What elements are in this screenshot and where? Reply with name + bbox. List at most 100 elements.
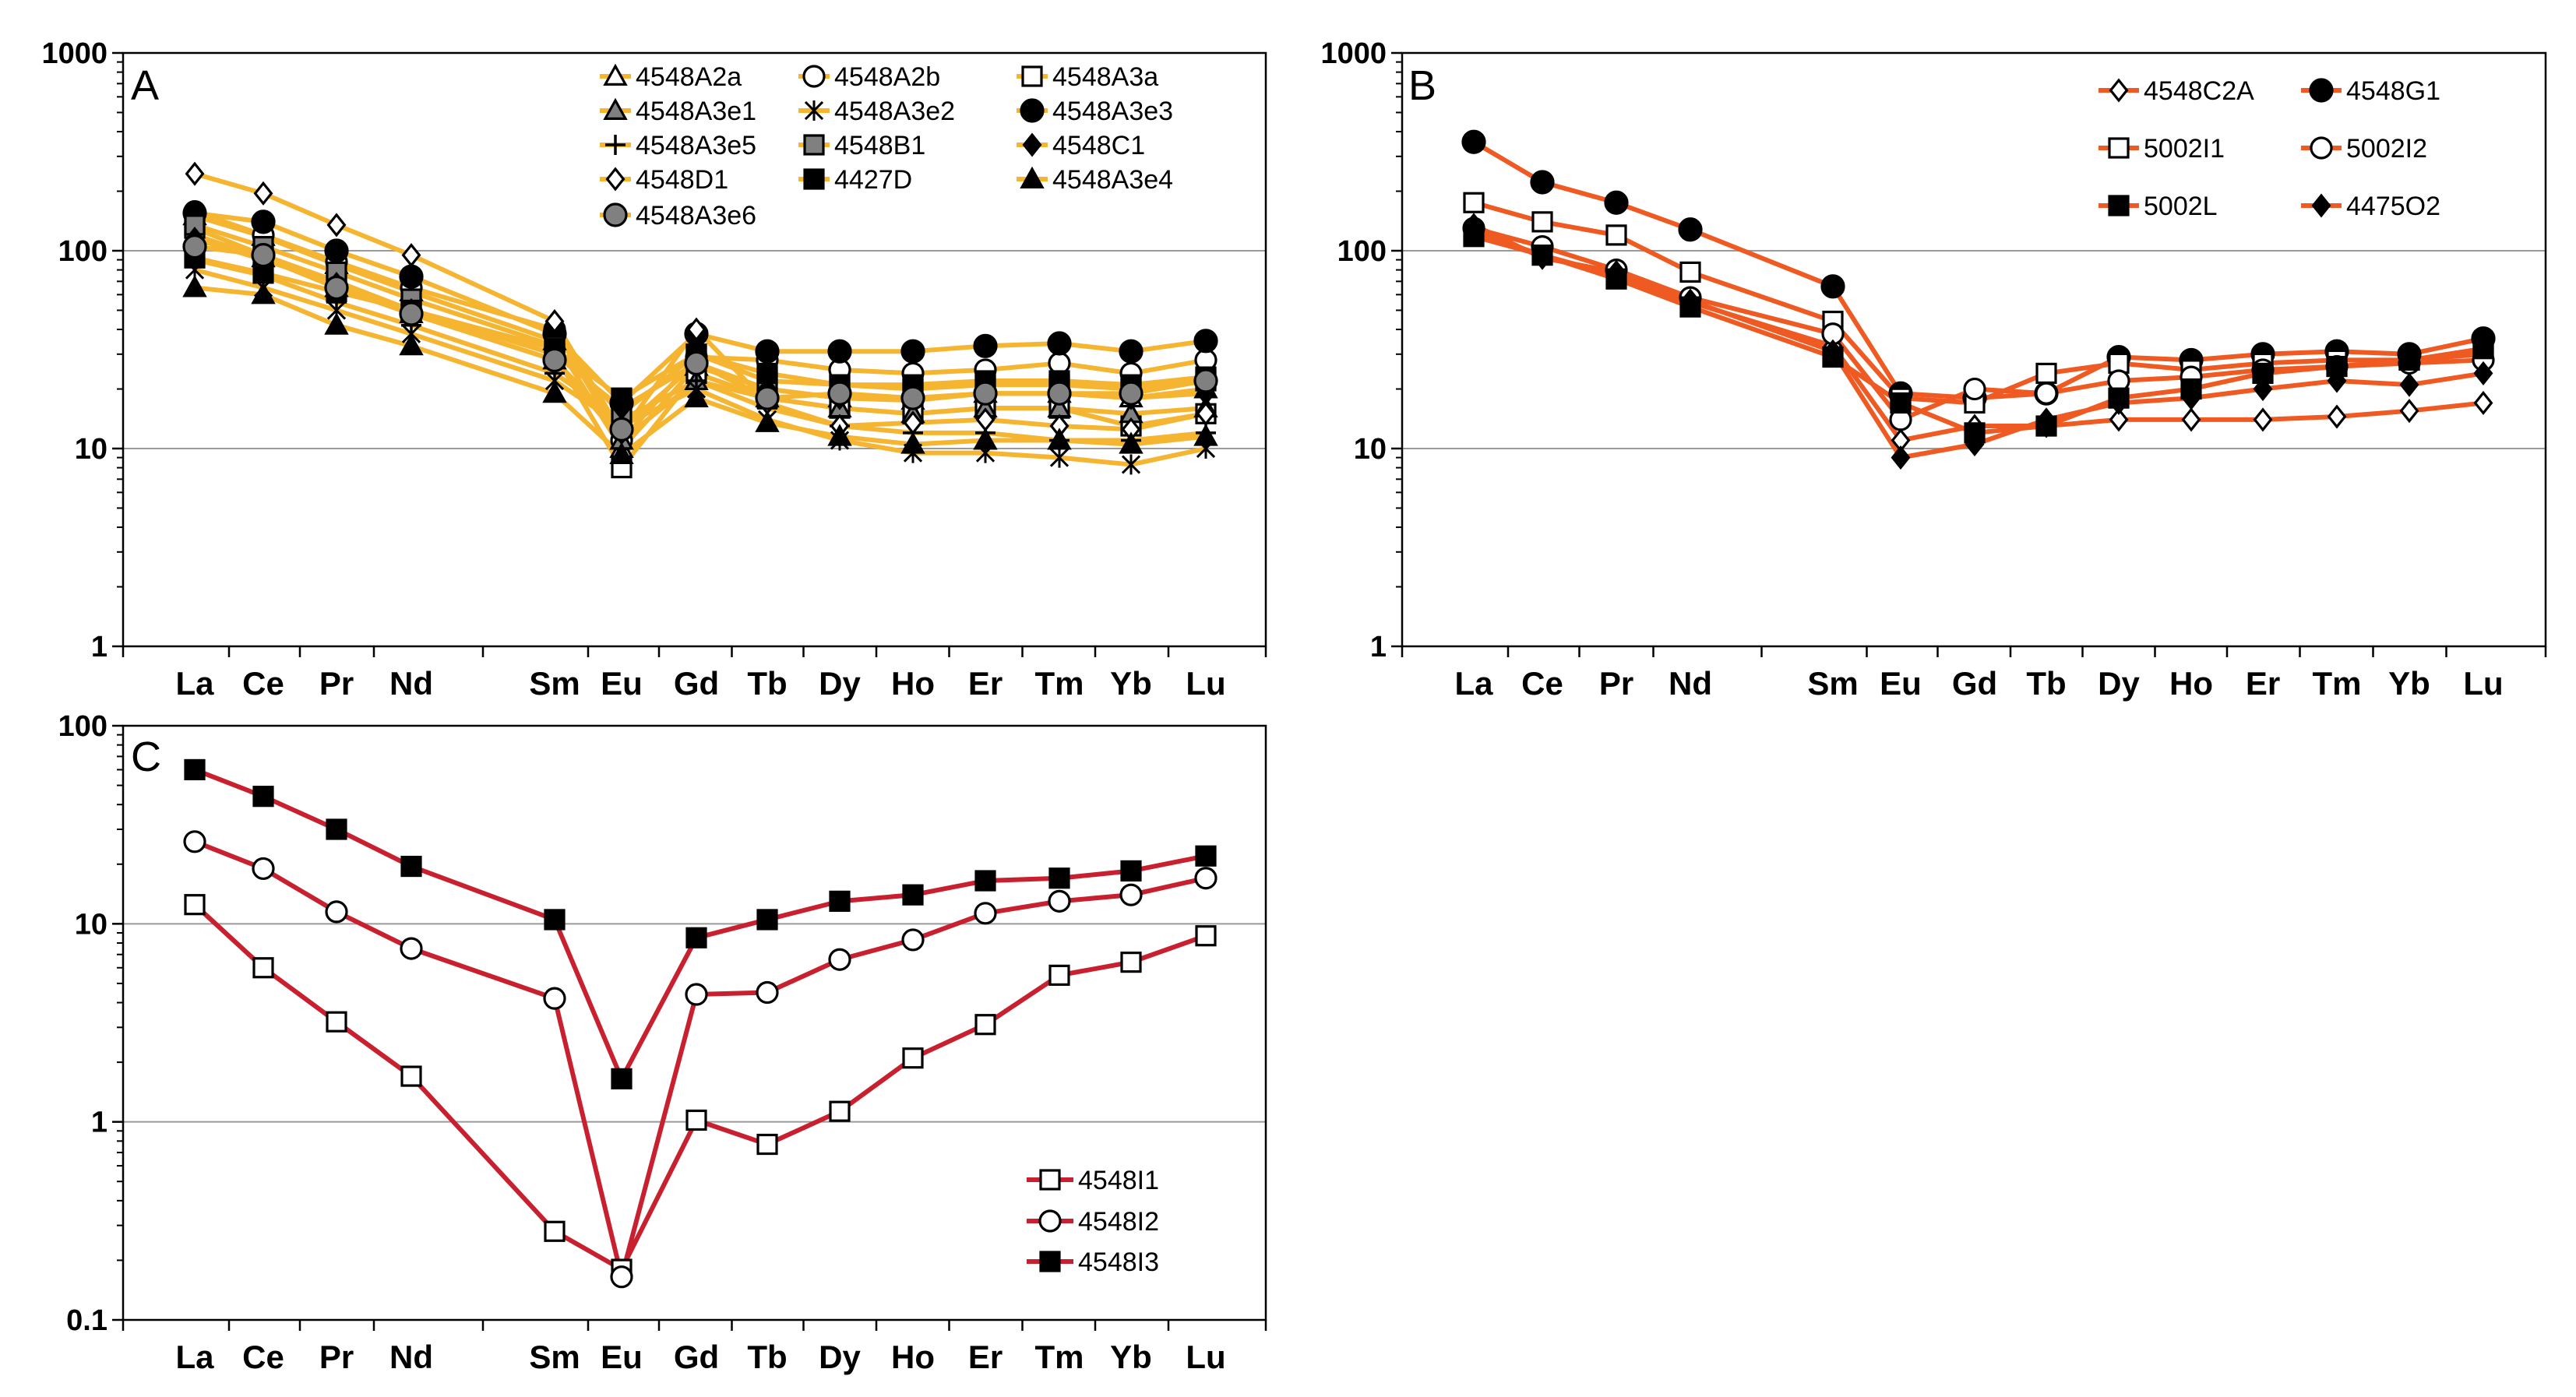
panel-a: 1 10 100 1000 La Ce Pr Nd Sm Eu Gd Tb Dy Ho Er Tm Yb Lu A 4… xyxy=(41,37,1267,702)
y-tick-label: 100 xyxy=(1337,235,1387,268)
data-point xyxy=(829,890,851,912)
series-line xyxy=(193,839,1207,1279)
x-tick-label: Dy xyxy=(2098,665,2140,702)
legend-label: 4548G1 xyxy=(2346,76,2440,106)
data-point xyxy=(544,309,565,334)
x-tick-label: Ce xyxy=(242,1339,284,1375)
data-point xyxy=(324,312,349,335)
x-tick-label: Ho xyxy=(891,1339,935,1375)
data-point xyxy=(2327,368,2347,393)
x-tick-label: Nd xyxy=(389,665,433,702)
series-line xyxy=(194,171,1207,435)
legend-marker xyxy=(802,65,826,88)
x-tick-label: Er xyxy=(968,1339,1003,1375)
y-tick-label: 0.1 xyxy=(66,1304,107,1337)
data-point xyxy=(1194,867,1218,890)
x-tick-label: Dy xyxy=(819,665,861,702)
x-tick-label: Tb xyxy=(2026,665,2066,702)
data-point xyxy=(1119,431,1144,454)
series-line xyxy=(1473,200,2484,406)
data-point xyxy=(252,857,275,881)
y-tick-label: 1000 xyxy=(1320,37,1387,70)
y-tick-label: 100 xyxy=(58,235,107,268)
data-point xyxy=(325,900,348,924)
legend-label: 4548A3a xyxy=(1052,62,1158,92)
y-tick-label: 1 xyxy=(91,1107,107,1139)
data-point xyxy=(1890,392,1912,414)
legend-label: 5002L xyxy=(2144,192,2218,221)
x-tick-label: La xyxy=(175,1339,214,1375)
data-point xyxy=(2036,407,2056,432)
series-markers xyxy=(184,758,1217,1089)
y-tick-label: 1 xyxy=(91,631,107,663)
x-tick-label: Nd xyxy=(389,1339,433,1375)
data-point xyxy=(1047,331,1072,356)
y-tick-label: 10 xyxy=(1354,433,1387,466)
data-point xyxy=(900,431,925,454)
data-point xyxy=(1531,211,1553,233)
data-point xyxy=(1464,213,1484,238)
x-tick-label: Ce xyxy=(1521,665,1563,702)
data-point xyxy=(1120,860,1142,881)
data-point xyxy=(326,818,347,840)
legend-marker xyxy=(605,167,625,192)
data-point xyxy=(755,385,780,410)
legend-label: 4548A3e3 xyxy=(1052,97,1173,126)
x-tick-label: Tm xyxy=(2313,665,2362,702)
data-point xyxy=(2398,349,2420,371)
data-point xyxy=(542,380,567,403)
legend-marker xyxy=(2109,78,2129,103)
legend-marker xyxy=(1022,132,1042,157)
y-tick-label: 1 xyxy=(1370,631,1387,663)
data-point xyxy=(827,424,852,446)
data-point xyxy=(974,1014,996,1036)
legend-marker xyxy=(2108,137,2130,159)
data-point xyxy=(400,937,423,960)
data-point xyxy=(326,1011,347,1033)
plot-frame xyxy=(122,51,1267,648)
x-tick-label: Gd xyxy=(674,665,719,702)
data-point xyxy=(1195,845,1217,867)
x-tick-label: Ho xyxy=(891,665,935,702)
data-point xyxy=(756,909,778,931)
plot-frame xyxy=(122,724,1267,1321)
data-point xyxy=(542,347,567,373)
data-point xyxy=(756,362,778,385)
data-point xyxy=(251,209,276,234)
legend: 4548A2a 4548A2b 4548A3a 4548A3e1 4548A3e2 454… xyxy=(600,62,1173,230)
data-point xyxy=(1048,964,1070,986)
legend-label: 4548A3e5 xyxy=(636,131,756,160)
x-tick-label: Eu xyxy=(601,1339,643,1375)
data-point xyxy=(609,442,634,465)
x-tick-label: Tm xyxy=(1035,665,1084,702)
series-markers xyxy=(182,275,1218,465)
legend-marker xyxy=(1039,1251,1061,1272)
data-point xyxy=(973,428,998,450)
x-tick-label: Eu xyxy=(601,665,643,702)
legend-label: 4475O2 xyxy=(2346,192,2440,221)
data-point xyxy=(1823,339,1843,364)
y-tick-label: 1000 xyxy=(41,37,107,70)
y-tick-label: 10 xyxy=(75,433,107,466)
x-tick-label: La xyxy=(1454,665,1493,702)
legend: 4548I1 4548I2 4548I3 xyxy=(1027,1166,1159,1277)
data-point xyxy=(1679,261,1701,283)
data-point xyxy=(182,275,207,297)
data-point xyxy=(1119,339,1144,364)
data-point xyxy=(399,301,424,326)
data-point xyxy=(611,387,633,409)
x-tick-label: Gd xyxy=(1952,665,1997,702)
data-point xyxy=(1121,454,1141,475)
data-point xyxy=(185,161,205,186)
data-point xyxy=(1963,377,1986,401)
data-point xyxy=(324,238,349,263)
legend-marker xyxy=(804,100,824,121)
data-point xyxy=(974,902,997,925)
x-tick-label: Sm xyxy=(529,1339,580,1375)
legend: 4548C2A 4548G1 5002I1 5002I2 5002L 4475O2 xyxy=(2099,76,2440,221)
legend-marker xyxy=(1021,65,1043,87)
x-tick-label: Ce xyxy=(242,665,284,702)
legend-label: 4548A3e4 xyxy=(1052,165,1173,195)
legend-marker xyxy=(1020,166,1045,188)
